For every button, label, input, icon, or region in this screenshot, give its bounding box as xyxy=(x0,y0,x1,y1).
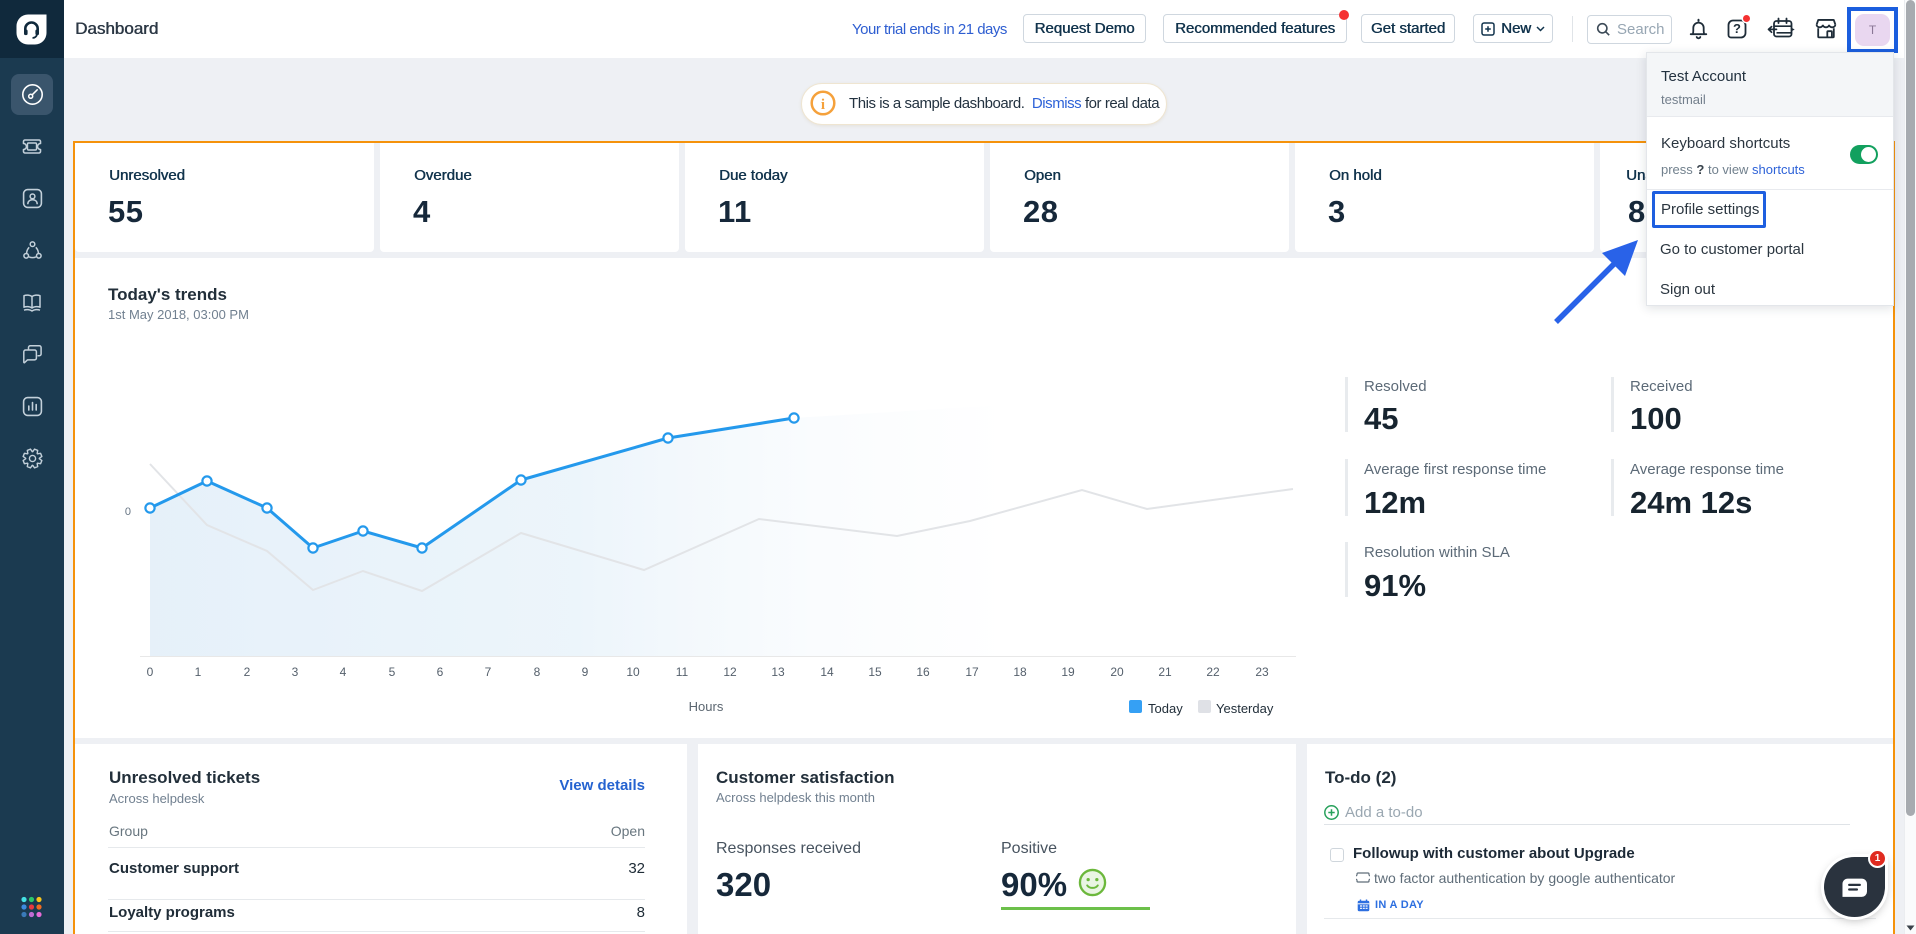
svg-text:Yesterday: Yesterday xyxy=(1216,701,1274,716)
svg-text:1: 1 xyxy=(195,665,202,679)
svg-text:19: 19 xyxy=(1061,665,1075,679)
svg-text:23: 23 xyxy=(1255,665,1269,679)
svg-text:7: 7 xyxy=(485,665,492,679)
svg-text:13: 13 xyxy=(771,665,785,679)
svg-text:8: 8 xyxy=(534,665,541,679)
svg-text:21: 21 xyxy=(1158,665,1172,679)
svg-text:16: 16 xyxy=(916,665,930,679)
svg-text:0: 0 xyxy=(147,665,154,679)
svg-text:4: 4 xyxy=(340,665,347,679)
svg-text:i: i xyxy=(821,97,825,113)
svg-text:17: 17 xyxy=(965,665,979,679)
svg-text:6: 6 xyxy=(437,665,444,679)
svg-text:14: 14 xyxy=(820,665,834,679)
svg-text:2: 2 xyxy=(244,665,251,679)
svg-text:3: 3 xyxy=(292,665,299,679)
svg-text:Today: Today xyxy=(1148,701,1183,716)
svg-text:15: 15 xyxy=(868,665,882,679)
svg-text:20: 20 xyxy=(1110,665,1124,679)
svg-text:10: 10 xyxy=(626,665,640,679)
svg-text:22: 22 xyxy=(1206,665,1220,679)
svg-text:5: 5 xyxy=(389,665,396,679)
svg-text:11: 11 xyxy=(676,665,689,679)
svg-text:?: ? xyxy=(1733,21,1741,36)
svg-text:0: 0 xyxy=(125,506,131,518)
svg-text:Hours: Hours xyxy=(689,699,724,714)
svg-text:9: 9 xyxy=(582,665,589,679)
svg-text:12: 12 xyxy=(723,665,737,679)
svg-text:18: 18 xyxy=(1013,665,1027,679)
